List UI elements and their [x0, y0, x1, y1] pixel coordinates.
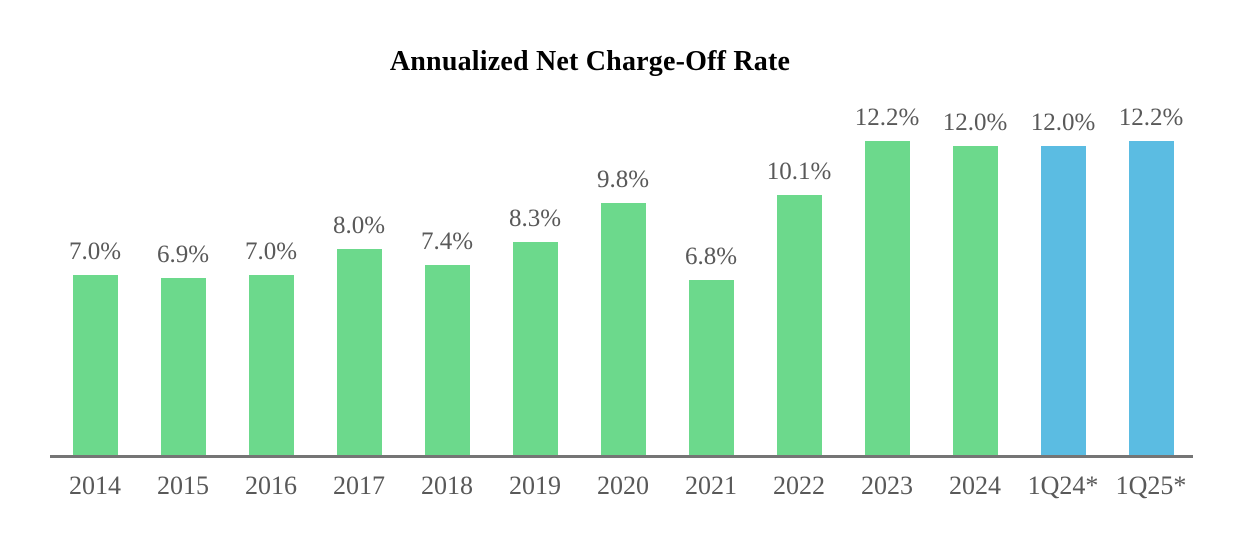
bar-column: 6.8%: [667, 100, 755, 455]
x-axis-label-2017: 2017: [333, 471, 385, 500]
bar-value-label: 7.4%: [420, 227, 474, 255]
x-axis-line: [50, 455, 1193, 458]
bar-1Q24*: [1040, 146, 1086, 455]
bar-value-label: 8.0%: [332, 212, 386, 240]
bar-value-label: 9.8%: [596, 165, 650, 193]
bar-column: 7.0%: [51, 100, 139, 455]
bar-column: 9.8%: [579, 100, 667, 455]
bar-2022: [776, 195, 822, 455]
bar-value-label: 12.0%: [942, 109, 1008, 137]
bar-value-label: 7.0%: [244, 237, 298, 265]
x-axis-label-1Q25*: 1Q25*: [1115, 471, 1187, 500]
chart-title: Annualized Net Charge-Off Rate: [389, 46, 791, 77]
bar-value-label: 6.8%: [684, 243, 738, 271]
x-axis-label-1Q24*: 1Q24*: [1027, 471, 1099, 500]
bar-value-label: 7.0%: [68, 237, 122, 265]
bar-2014: [72, 274, 118, 455]
bar-column: 12.0%: [931, 100, 1019, 455]
bar-2023: [864, 141, 910, 455]
bar-value-label: 12.0%: [1030, 109, 1096, 137]
bar-column: 7.0%: [227, 100, 315, 455]
bar-2019: [512, 241, 558, 455]
x-axis-label-2021: 2021: [685, 471, 737, 500]
bar-column: 12.2%: [843, 100, 931, 455]
x-axis-label-2018: 2018: [421, 471, 473, 500]
bar-value-label: 8.3%: [508, 204, 562, 232]
x-axis-label-2019: 2019: [509, 471, 561, 500]
bar-1Q25*: [1128, 141, 1174, 455]
bar-value-label: 12.2%: [1118, 104, 1184, 132]
x-axis-label-2023: 2023: [861, 471, 913, 500]
bar-2024: [952, 146, 998, 455]
bar-column: 7.4%: [403, 100, 491, 455]
bar-value-label: 6.9%: [156, 240, 210, 268]
plot-area: 7.0% 6.9% 7.0% 8.0% 7.4% 8.3% 9.8% 6.8% 10.1% 12.…: [51, 100, 1195, 455]
bar-2015: [160, 277, 206, 455]
bar-value-label: 12.2%: [854, 104, 920, 132]
x-axis-label-2015: 2015: [157, 471, 209, 500]
x-axis-label-2024: 2024: [949, 471, 1001, 500]
bar-2017: [336, 249, 382, 455]
bar-2016: [248, 274, 294, 455]
bar-column: 12.0%: [1019, 100, 1107, 455]
x-axis-label-2016: 2016: [245, 471, 297, 500]
bar-column: 8.3%: [491, 100, 579, 455]
x-axis-label-2022: 2022: [773, 471, 825, 500]
x-axis-labels: 2014 2015 2016 2017 2018 2019 2020 2021 2022 2023…: [51, 470, 1195, 502]
x-axis-label-2020: 2020: [597, 471, 649, 500]
bar-2018: [424, 264, 470, 455]
bar-column: 8.0%: [315, 100, 403, 455]
bar-2020: [600, 202, 646, 455]
bar-value-label: 10.1%: [766, 158, 832, 186]
bar-2021: [688, 280, 734, 455]
bar-column: 6.9%: [139, 100, 227, 455]
bar-column: 10.1%: [755, 100, 843, 455]
x-axis-label-2014: 2014: [69, 471, 121, 500]
bar-column: 12.2%: [1107, 100, 1195, 455]
